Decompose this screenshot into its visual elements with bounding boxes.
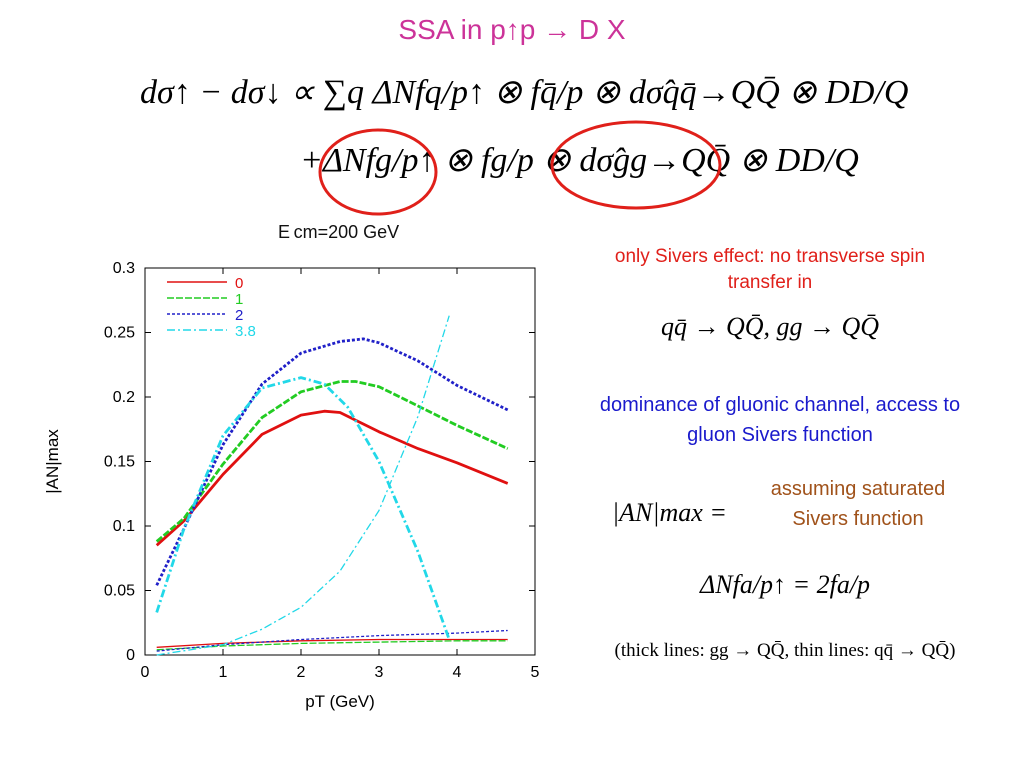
series-line-1-thick bbox=[155, 380, 509, 543]
line-style-footnote: (thick lines: gg → QQ̄, thin lines: qq̄ … bbox=[614, 640, 956, 661]
slide-title: SSA in p↑p → D X bbox=[398, 14, 626, 45]
series-line-2-thin bbox=[156, 629, 508, 652]
legend-label: 1 bbox=[235, 291, 243, 308]
an-max-label: |AN|max = bbox=[612, 498, 727, 527]
gluon-dominance-note: dominance of gluonic channel, access to … bbox=[599, 394, 961, 446]
legend-label: 0 bbox=[235, 275, 243, 292]
x-tick-label: 4 bbox=[453, 664, 462, 681]
highlight-circles bbox=[318, 120, 722, 216]
x-tick-label: 2 bbox=[297, 664, 306, 681]
y-tick-label: 0.2 bbox=[113, 389, 135, 406]
series-line-3-8-thick bbox=[155, 376, 451, 640]
y-tick-label: 0.05 bbox=[104, 583, 135, 600]
x-tick-label: 5 bbox=[531, 664, 540, 681]
equation-line-1-text: dσ↑ − dσ↓ ∝ ∑q ΔNfq/p↑ ⊗ fq̄/p ⊗ dσ̂qq̄→… bbox=[140, 74, 909, 111]
ecm-label: E cm=200 GeV bbox=[278, 222, 400, 242]
series-line-3-8-thin bbox=[156, 315, 450, 656]
x-tick-label: 3 bbox=[375, 664, 384, 681]
sivers-note: only Sivers effect: no transverse spin t… bbox=[614, 246, 926, 293]
saturation-relation: ΔNfa/p↑ = 2fa/p bbox=[700, 570, 871, 599]
highlight-circle-gg-xsec bbox=[550, 120, 722, 210]
series-line-0-thick bbox=[155, 409, 509, 547]
plot-frame bbox=[144, 267, 536, 656]
y-tick-label: 0.3 bbox=[113, 260, 135, 277]
asymmetry-chart: 0 1 2 3 4 500.050.10.150.20.250.3pT (GeV)|AN|… bbox=[43, 260, 540, 711]
y-tick-label: 0.25 bbox=[104, 325, 135, 342]
series-line-0-thin bbox=[156, 638, 508, 648]
x-tick-label: 0 bbox=[141, 664, 150, 681]
legend-label: 3.8 bbox=[235, 323, 256, 340]
highlight-circle-gluon-sivers bbox=[318, 128, 438, 216]
y-tick-label: 0.1 bbox=[113, 518, 135, 535]
y-axis-label: |AN|max bbox=[43, 429, 62, 494]
equation-line-2: +ΔNfg/p↑ ⊗ fg/p ⊗ dσ̂gg→QQ̄ ⊗ DD/Q bbox=[300, 140, 859, 180]
legend-label: 2 bbox=[235, 307, 243, 324]
sivers-note-equation: qq̄ → QQ̄, gg → QQ̄ bbox=[660, 312, 880, 341]
y-tick-label: 0 bbox=[126, 647, 135, 664]
x-tick-label: 1 bbox=[219, 664, 228, 681]
equation-line-2-text: +ΔNfg/p↑ ⊗ fg/p ⊗ dσ̂gg→QQ̄ ⊗ DD/Q bbox=[300, 142, 859, 179]
assuming-note: assuming saturated Sivers function bbox=[770, 478, 946, 530]
series-line-1-thin bbox=[156, 640, 508, 651]
x-axis-label: pT (GeV) bbox=[305, 692, 375, 711]
equation-line-1: dσ↑ − dσ↓ ∝ ∑q ΔNfq/p↑ ⊗ fq̄/p ⊗ dσ̂qq̄→… bbox=[140, 72, 908, 112]
series-line-2-thick bbox=[155, 337, 509, 586]
y-tick-label: 0.15 bbox=[104, 454, 135, 471]
